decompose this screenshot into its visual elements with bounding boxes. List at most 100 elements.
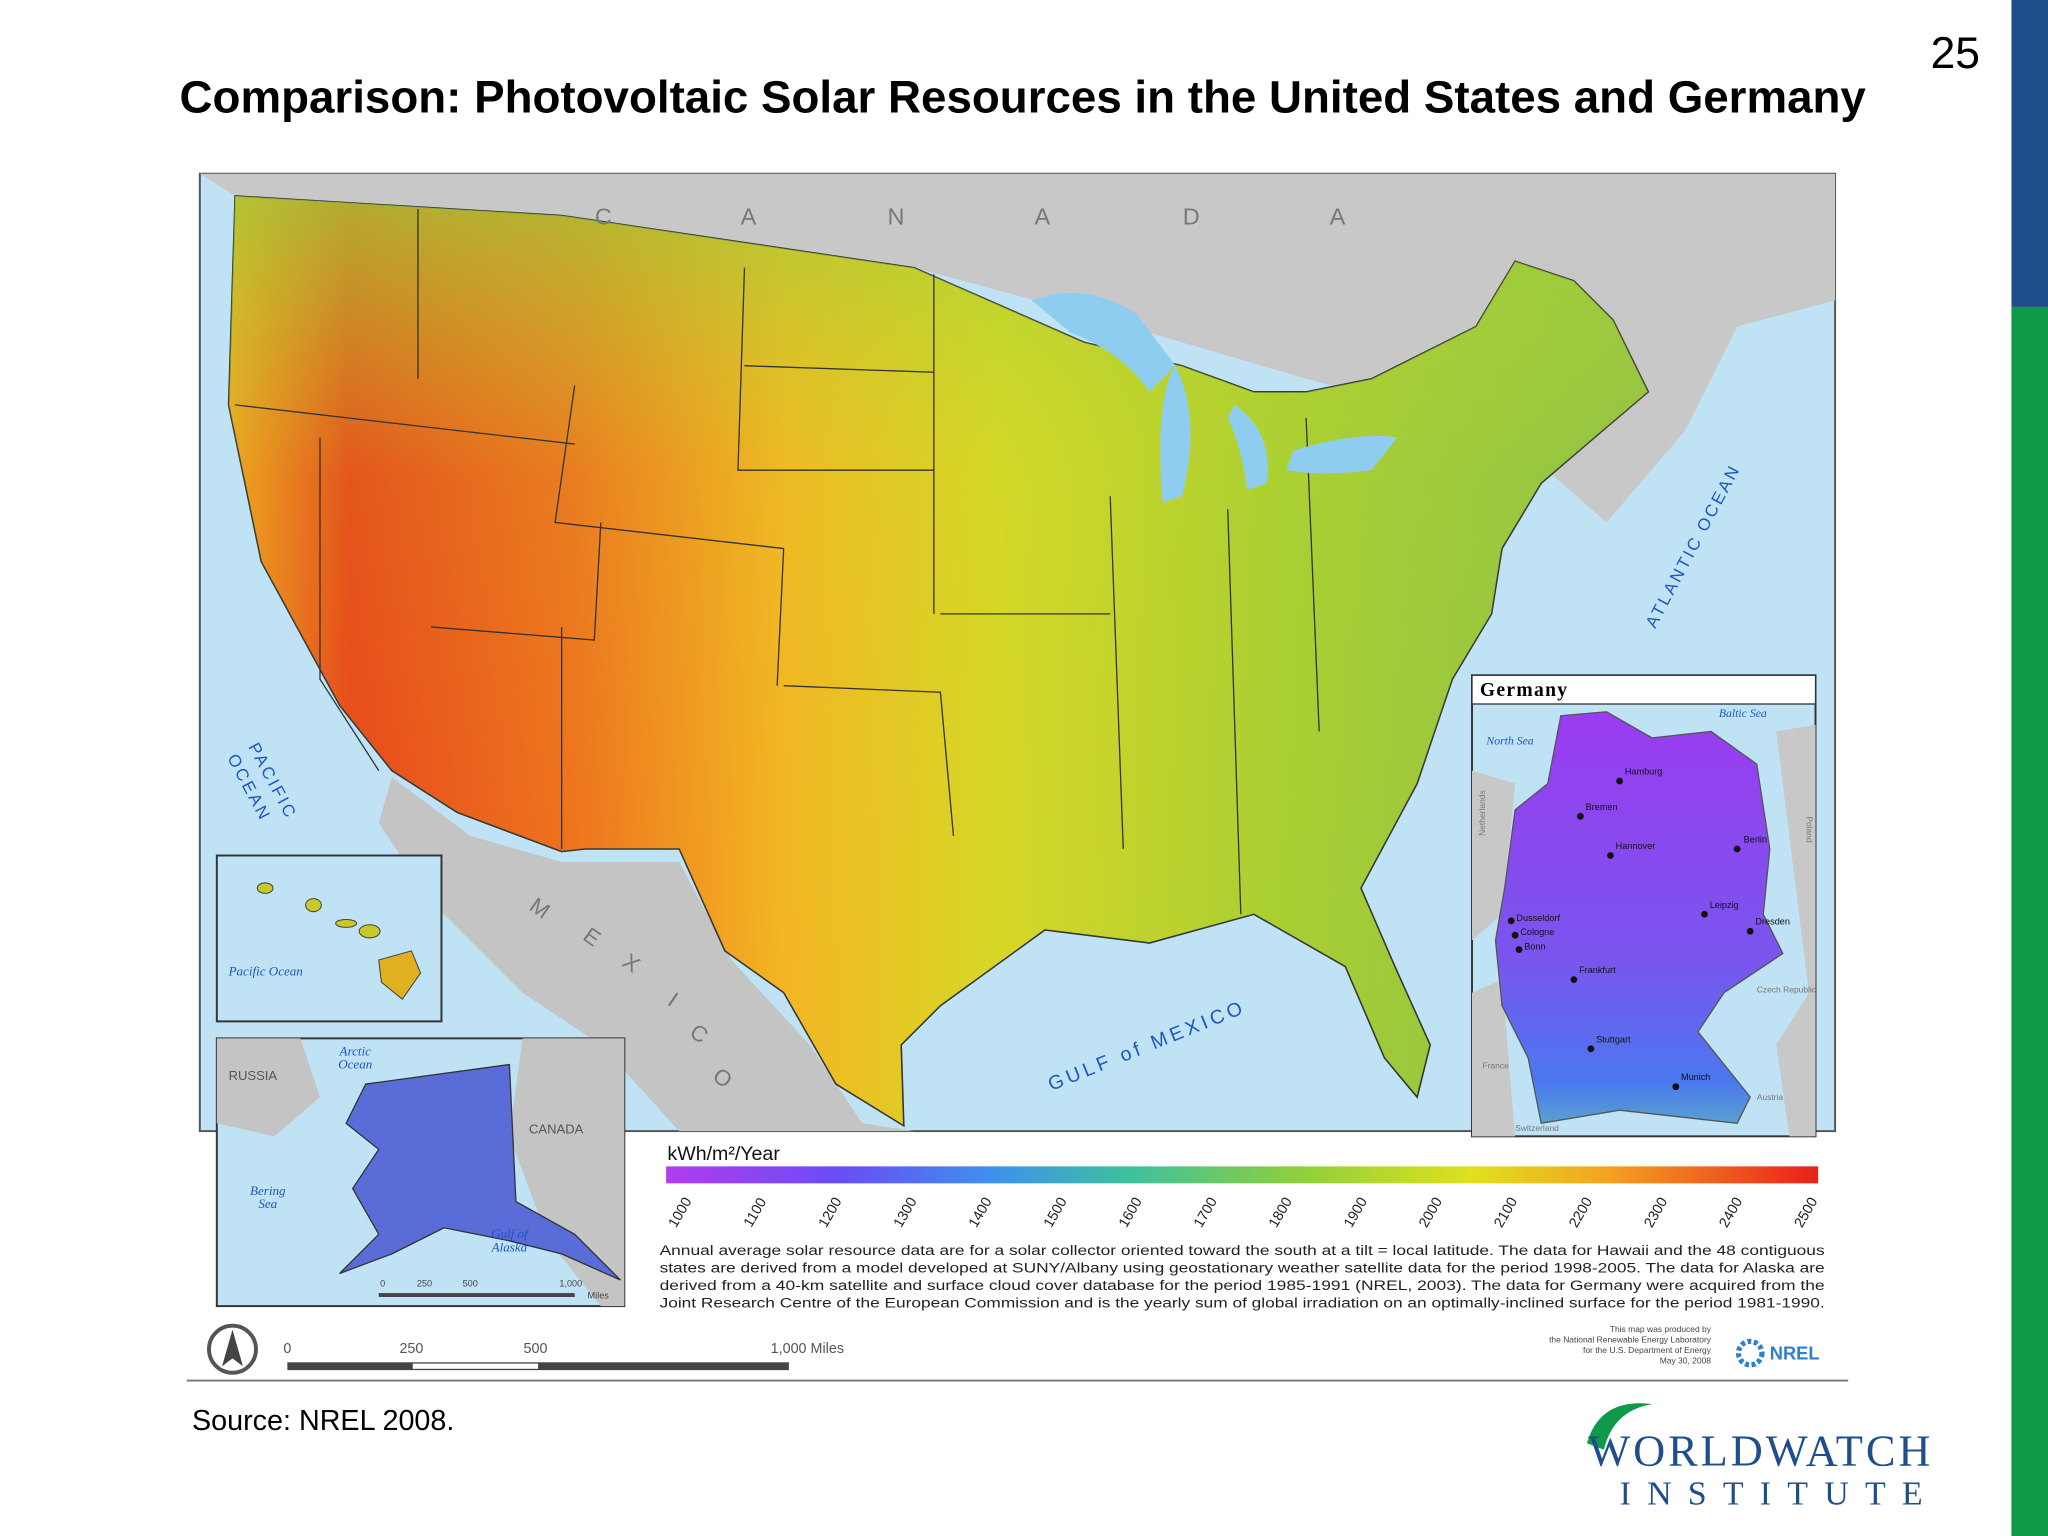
- canada-letter: C: [595, 204, 612, 230]
- us-shading: [228, 195, 1649, 1126]
- legend-unit: kWh/m²/Year: [667, 1143, 780, 1165]
- neighbor-label: Czech Republic: [1757, 985, 1817, 995]
- city-label: Hannover: [1616, 841, 1656, 851]
- city-label: Cologne: [1520, 927, 1554, 937]
- scale-label: 250: [399, 1341, 423, 1357]
- scale-labels: 0 250 500 1,000 Miles: [283, 1341, 844, 1357]
- city-label: Stuttgart: [1596, 1034, 1631, 1044]
- city-dot: [1507, 917, 1515, 925]
- bering-label: Sea: [258, 1196, 277, 1211]
- logo-line-2: INSTITUTE: [1620, 1476, 1931, 1513]
- north-arrow-needle: [222, 1329, 243, 1367]
- alaska-scale-label: Miles: [588, 1290, 610, 1300]
- city-label: Berlin: [1744, 834, 1767, 844]
- slide-title: Comparison: Photovoltaic Solar Resources…: [180, 71, 1867, 122]
- hawaii-islands: [256, 882, 422, 1000]
- legend-tick-label: 1500: [1041, 1195, 1071, 1231]
- alaska-scale-label: 1,000: [559, 1279, 582, 1289]
- legend-tick-label: 1300: [891, 1195, 921, 1231]
- legend-tick-label: 2200: [1566, 1195, 1596, 1231]
- city-label: Bonn: [1524, 942, 1545, 952]
- germany-neighbors: [1472, 724, 1816, 1137]
- legend-note-line: Joint Research Centre of the European Co…: [660, 1295, 1825, 1310]
- legend-tick-label: 1200: [816, 1195, 846, 1231]
- scale-label: 0: [283, 1341, 291, 1357]
- bering-label: Bering: [250, 1183, 286, 1198]
- city-dot: [1733, 845, 1741, 853]
- germany-labels: Germany North Sea Baltic Sea Hamburg Bremen H…: [1477, 680, 1817, 1133]
- city-dot: [1515, 946, 1523, 953]
- city-dot: [1587, 1045, 1595, 1053]
- canada-letter: N: [888, 204, 905, 230]
- legend-tick-label: 1600: [1116, 1195, 1146, 1231]
- legend-tick-label: 2000: [1416, 1195, 1446, 1231]
- hawaii-ocean-label: Pacific Ocean: [228, 964, 303, 979]
- north-sea-label: North Sea: [1485, 734, 1533, 747]
- nrel-label: NREL: [1770, 1343, 1820, 1364]
- state-borders: [235, 208, 1320, 915]
- gulf-alaska-label: Alaska: [491, 1239, 528, 1254]
- arctic-label: Ocean: [338, 1056, 372, 1071]
- scale-label: 1,000 Miles: [771, 1341, 844, 1357]
- canada-letter: A: [741, 204, 757, 230]
- city-label: Dusseldorf: [1516, 913, 1560, 923]
- credit-line: the National Renewable Energy Laboratory: [1549, 1335, 1712, 1345]
- neighbor-label: Netherlands: [1477, 790, 1487, 836]
- canada-land: [199, 173, 1836, 523]
- legend-note-line: Annual average solar resource data are f…: [660, 1243, 1825, 1258]
- legend-tick-label: 1100: [741, 1195, 770, 1230]
- slide-number: 25: [1931, 29, 1980, 78]
- city-label: Leipzig: [1710, 900, 1739, 910]
- mexico-land: [378, 777, 915, 1132]
- city-dot: [1672, 1083, 1680, 1091]
- canada-letter: A: [1034, 204, 1050, 230]
- legend-tick-label: 2100: [1491, 1195, 1521, 1231]
- city-dot: [1746, 927, 1754, 935]
- city-label: Munich: [1681, 1072, 1710, 1082]
- source: Source: NREL 2008.: [192, 1405, 454, 1437]
- city-dot: [1511, 931, 1519, 939]
- legend-note-line: states are derived from a model develope…: [660, 1261, 1826, 1276]
- neighbor-label: Austria: [1757, 1092, 1784, 1102]
- city-dot: [1701, 910, 1708, 918]
- gulf-alaska-label: Gulf of: [491, 1226, 530, 1241]
- alaska-neighbors: [216, 1038, 625, 1307]
- neighbor-label: France: [1482, 1060, 1509, 1070]
- logo-swoosh: [1586, 1403, 1653, 1450]
- russia-label: RUSSIA: [229, 1068, 278, 1083]
- city-dot: [1577, 812, 1584, 820]
- arctic-label: Arctic: [339, 1043, 372, 1058]
- nrel-icon: [1735, 1338, 1765, 1368]
- legend-tick-label: 2300: [1641, 1195, 1671, 1231]
- hawaii-inset: [215, 854, 443, 1023]
- legend-tick-label: 1000: [666, 1195, 696, 1231]
- canada-letter: D: [1183, 204, 1200, 230]
- baltic-sea-label: Baltic Sea: [1719, 707, 1767, 720]
- legend-tick-label: 2500: [1791, 1195, 1821, 1231]
- side-bar-top: [2011, 0, 2048, 307]
- alaska-canada-label: CANADA: [529, 1122, 584, 1137]
- city-label: Hamburg: [1625, 767, 1663, 777]
- alaska-scale-label: 250: [417, 1279, 432, 1289]
- germany-title-box: [1471, 674, 1817, 705]
- alaska-scale-bar: [378, 1293, 575, 1297]
- germany-land: [1494, 711, 1784, 1125]
- legend: kWh/m²/Year 1000 1100 1200 1300 1400 1500 1600 1…: [660, 1143, 1826, 1310]
- alaska-scale-label: 0: [380, 1279, 385, 1289]
- legend-tick-label: 2400: [1716, 1195, 1746, 1231]
- alaska-land: [339, 1063, 621, 1281]
- great-lakes: [1031, 293, 1398, 503]
- scale-label: 500: [524, 1341, 548, 1357]
- legend-tick-label: 1800: [1266, 1195, 1296, 1231]
- legend-note-line: derived from a 40-km satellite and surfa…: [660, 1278, 1826, 1293]
- scale-bar-segment: [412, 1363, 539, 1369]
- city-label: Frankfurt: [1579, 965, 1616, 975]
- city-dot: [1607, 852, 1614, 859]
- alaska-scale-label: 500: [463, 1279, 478, 1289]
- credit-line: for the U.S. Department of Energy: [1583, 1345, 1712, 1355]
- city-dot: [1616, 777, 1623, 785]
